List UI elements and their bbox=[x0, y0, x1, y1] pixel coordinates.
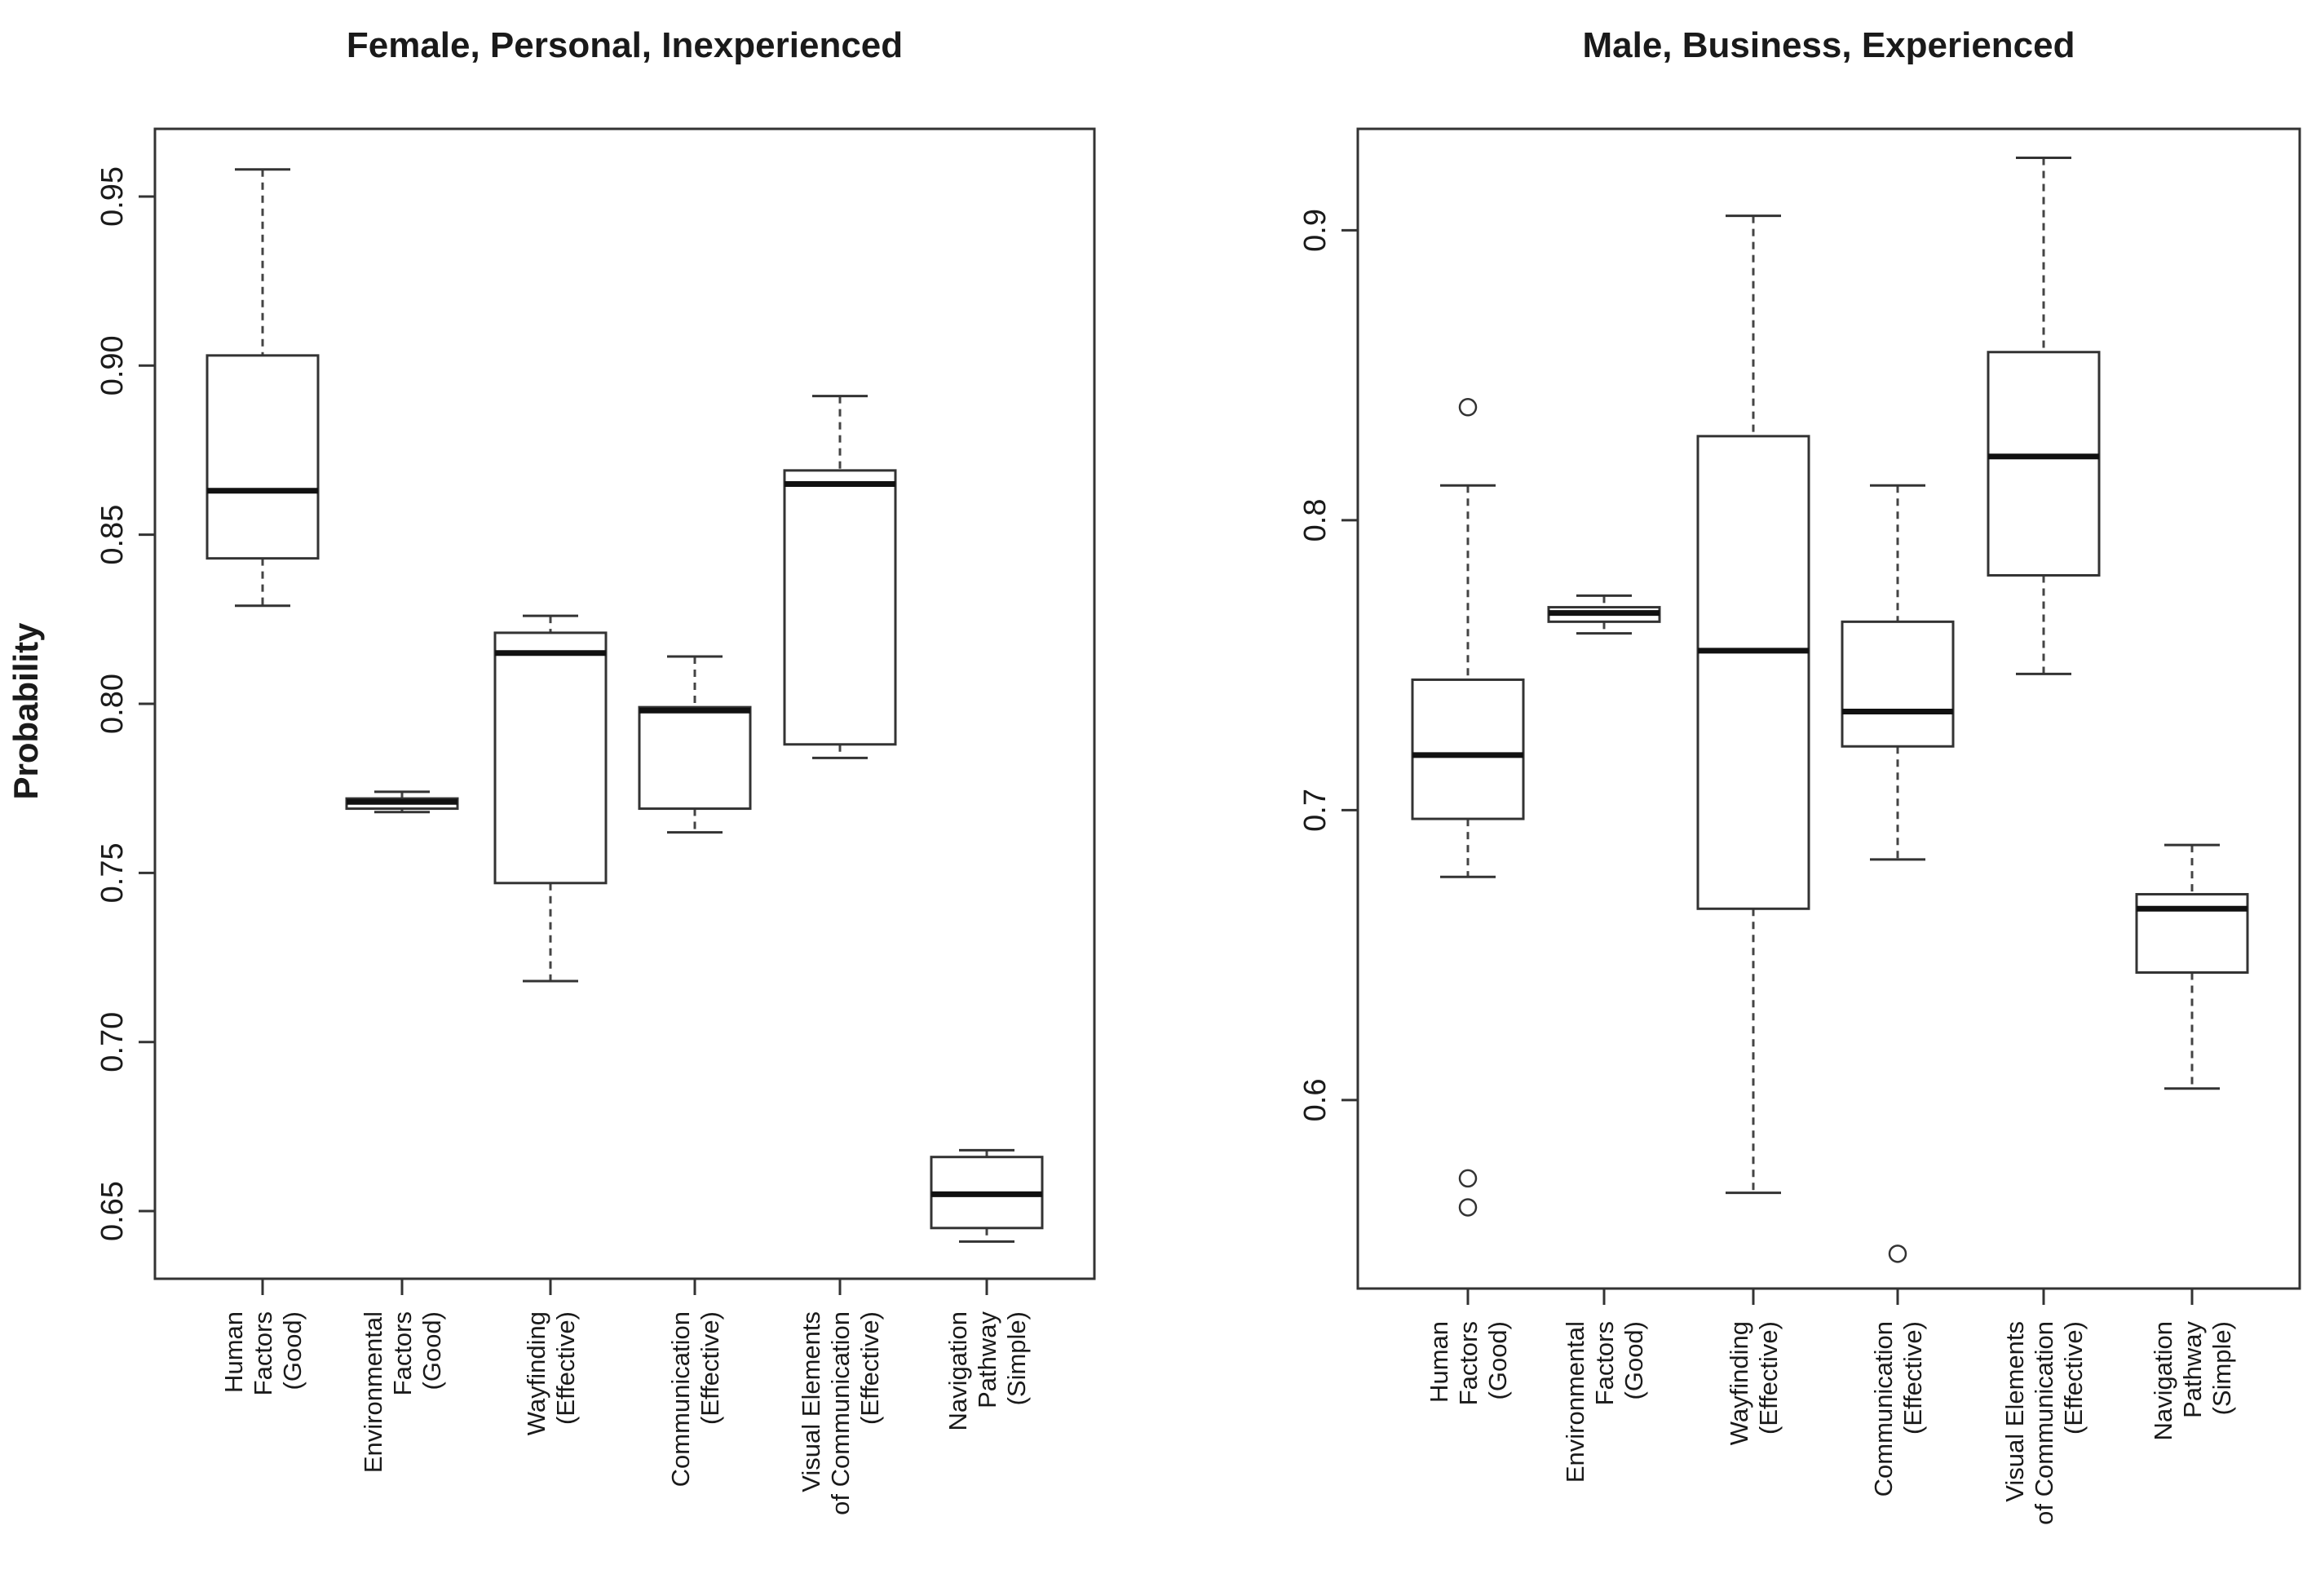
y-axis-label: Probability bbox=[7, 622, 45, 800]
box-4: Communication (Effective) bbox=[1841, 484, 1955, 1497]
x-category-label: Environmental bbox=[359, 1311, 387, 1473]
y-tick-label: 0.65 bbox=[95, 1181, 130, 1241]
x-category-label: (Good) bbox=[278, 1311, 307, 1390]
box-3: Wayfinding (Effective) bbox=[493, 614, 608, 1435]
x-category-label: Factors bbox=[388, 1311, 417, 1395]
x-category-label: (Effective) bbox=[551, 1311, 580, 1425]
box-iqr bbox=[783, 469, 897, 746]
x-category-label: (Good) bbox=[1620, 1321, 1648, 1399]
x-category-label: (Good) bbox=[418, 1311, 446, 1390]
y-tick-label: 0.70 bbox=[95, 1012, 130, 1072]
box-4: Communication (Effective) bbox=[638, 655, 752, 1487]
outlier-point bbox=[1888, 1245, 1907, 1263]
x-category-label: Factors bbox=[249, 1311, 277, 1395]
box-6: Navigation Pathway (Simple) bbox=[930, 1148, 1044, 1430]
x-category-label: (Effective) bbox=[1754, 1321, 1783, 1435]
x-category-label: (Effective) bbox=[1898, 1321, 1927, 1435]
x-category-label: (Effective) bbox=[855, 1311, 884, 1425]
box-iqr bbox=[1411, 678, 1525, 820]
box-iqr bbox=[1987, 351, 2101, 577]
plot-frame bbox=[153, 127, 1096, 1280]
box-iqr bbox=[1696, 435, 1810, 910]
y-tick-label: 0.8 bbox=[1298, 499, 1333, 542]
box-iqr bbox=[1841, 620, 1955, 748]
x-category-label: Navigation bbox=[2149, 1321, 2177, 1440]
y-tick-label: 0.80 bbox=[95, 674, 130, 734]
box-iqr bbox=[638, 705, 752, 811]
x-category-label: Wayfinding bbox=[1725, 1321, 1753, 1445]
x-category-label: Human bbox=[1425, 1321, 1453, 1403]
chart-title: Male, Business, Experienced bbox=[1582, 25, 2075, 65]
outlier-point bbox=[1458, 1198, 1478, 1217]
x-category-label: Wayfinding bbox=[522, 1311, 550, 1435]
chart-panel-1: Female, Personal, Inexperienced Probabili… bbox=[7, 25, 1096, 1515]
x-category-label: (Effective) bbox=[2059, 1321, 2088, 1435]
x-category-label: Environmental bbox=[1561, 1321, 1589, 1483]
y-tick-label: 0.6 bbox=[1298, 1079, 1333, 1122]
box-3: Wayfinding (Effective) bbox=[1696, 214, 1810, 1445]
x-category-label: (Good) bbox=[1483, 1321, 1512, 1399]
x-category-label: Visual Elements bbox=[2000, 1321, 2029, 1502]
box-5: Visual Elements of Communication (Effectiv… bbox=[1987, 157, 2101, 1525]
y-tick-label: 0.90 bbox=[95, 335, 130, 396]
box-1: Human Factors (Good) bbox=[206, 168, 320, 1395]
box-iqr bbox=[493, 631, 608, 885]
box-iqr bbox=[206, 354, 320, 560]
x-category-label: Communication bbox=[1869, 1321, 1898, 1497]
y-tick-label: 0.7 bbox=[1298, 789, 1333, 832]
x-category-label: Pathway bbox=[2178, 1321, 2207, 1418]
box-2: Environmental Factors (Good) bbox=[345, 790, 459, 1473]
x-category-label: (Simple) bbox=[2208, 1321, 2236, 1415]
x-category-label: Factors bbox=[1454, 1321, 1483, 1405]
x-category-label: of Communication bbox=[2030, 1321, 2058, 1525]
plot-frame bbox=[1356, 127, 2301, 1290]
x-category-label: Pathway bbox=[973, 1311, 1001, 1408]
x-category-label: Factors bbox=[1590, 1321, 1619, 1405]
y-tick-label: 0.95 bbox=[95, 166, 130, 227]
y-tick-label: 0.85 bbox=[95, 505, 130, 565]
box-5: Visual Elements of Communication (Effectiv… bbox=[783, 395, 897, 1515]
x-category-label: of Communication bbox=[826, 1311, 855, 1515]
x-category-label: Communication bbox=[666, 1311, 695, 1487]
x-category-label: Human bbox=[219, 1311, 248, 1393]
y-tick-label: 0.75 bbox=[95, 842, 130, 903]
outlier-point bbox=[1458, 398, 1478, 417]
x-category-label: Visual Elements bbox=[797, 1311, 825, 1492]
box-1: Human Factors (Good) bbox=[1411, 398, 1525, 1405]
box-6: Navigation Pathway (Simple) bbox=[2135, 843, 2249, 1440]
x-category-label: (Simple) bbox=[1002, 1311, 1031, 1405]
x-category-label: (Effective) bbox=[696, 1311, 724, 1425]
outlier-point bbox=[1458, 1169, 1478, 1188]
x-category-label: Navigation bbox=[944, 1311, 972, 1430]
chart-panel-2: Male, Business, Experienced 0.6 0.7 0.8 0.9 H… bbox=[1298, 25, 2301, 1525]
y-tick-label: 0.9 bbox=[1298, 209, 1333, 252]
chart-title: Female, Personal, Inexperienced bbox=[347, 25, 903, 65]
box-2: Environmental Factors (Good) bbox=[1547, 594, 1661, 1483]
